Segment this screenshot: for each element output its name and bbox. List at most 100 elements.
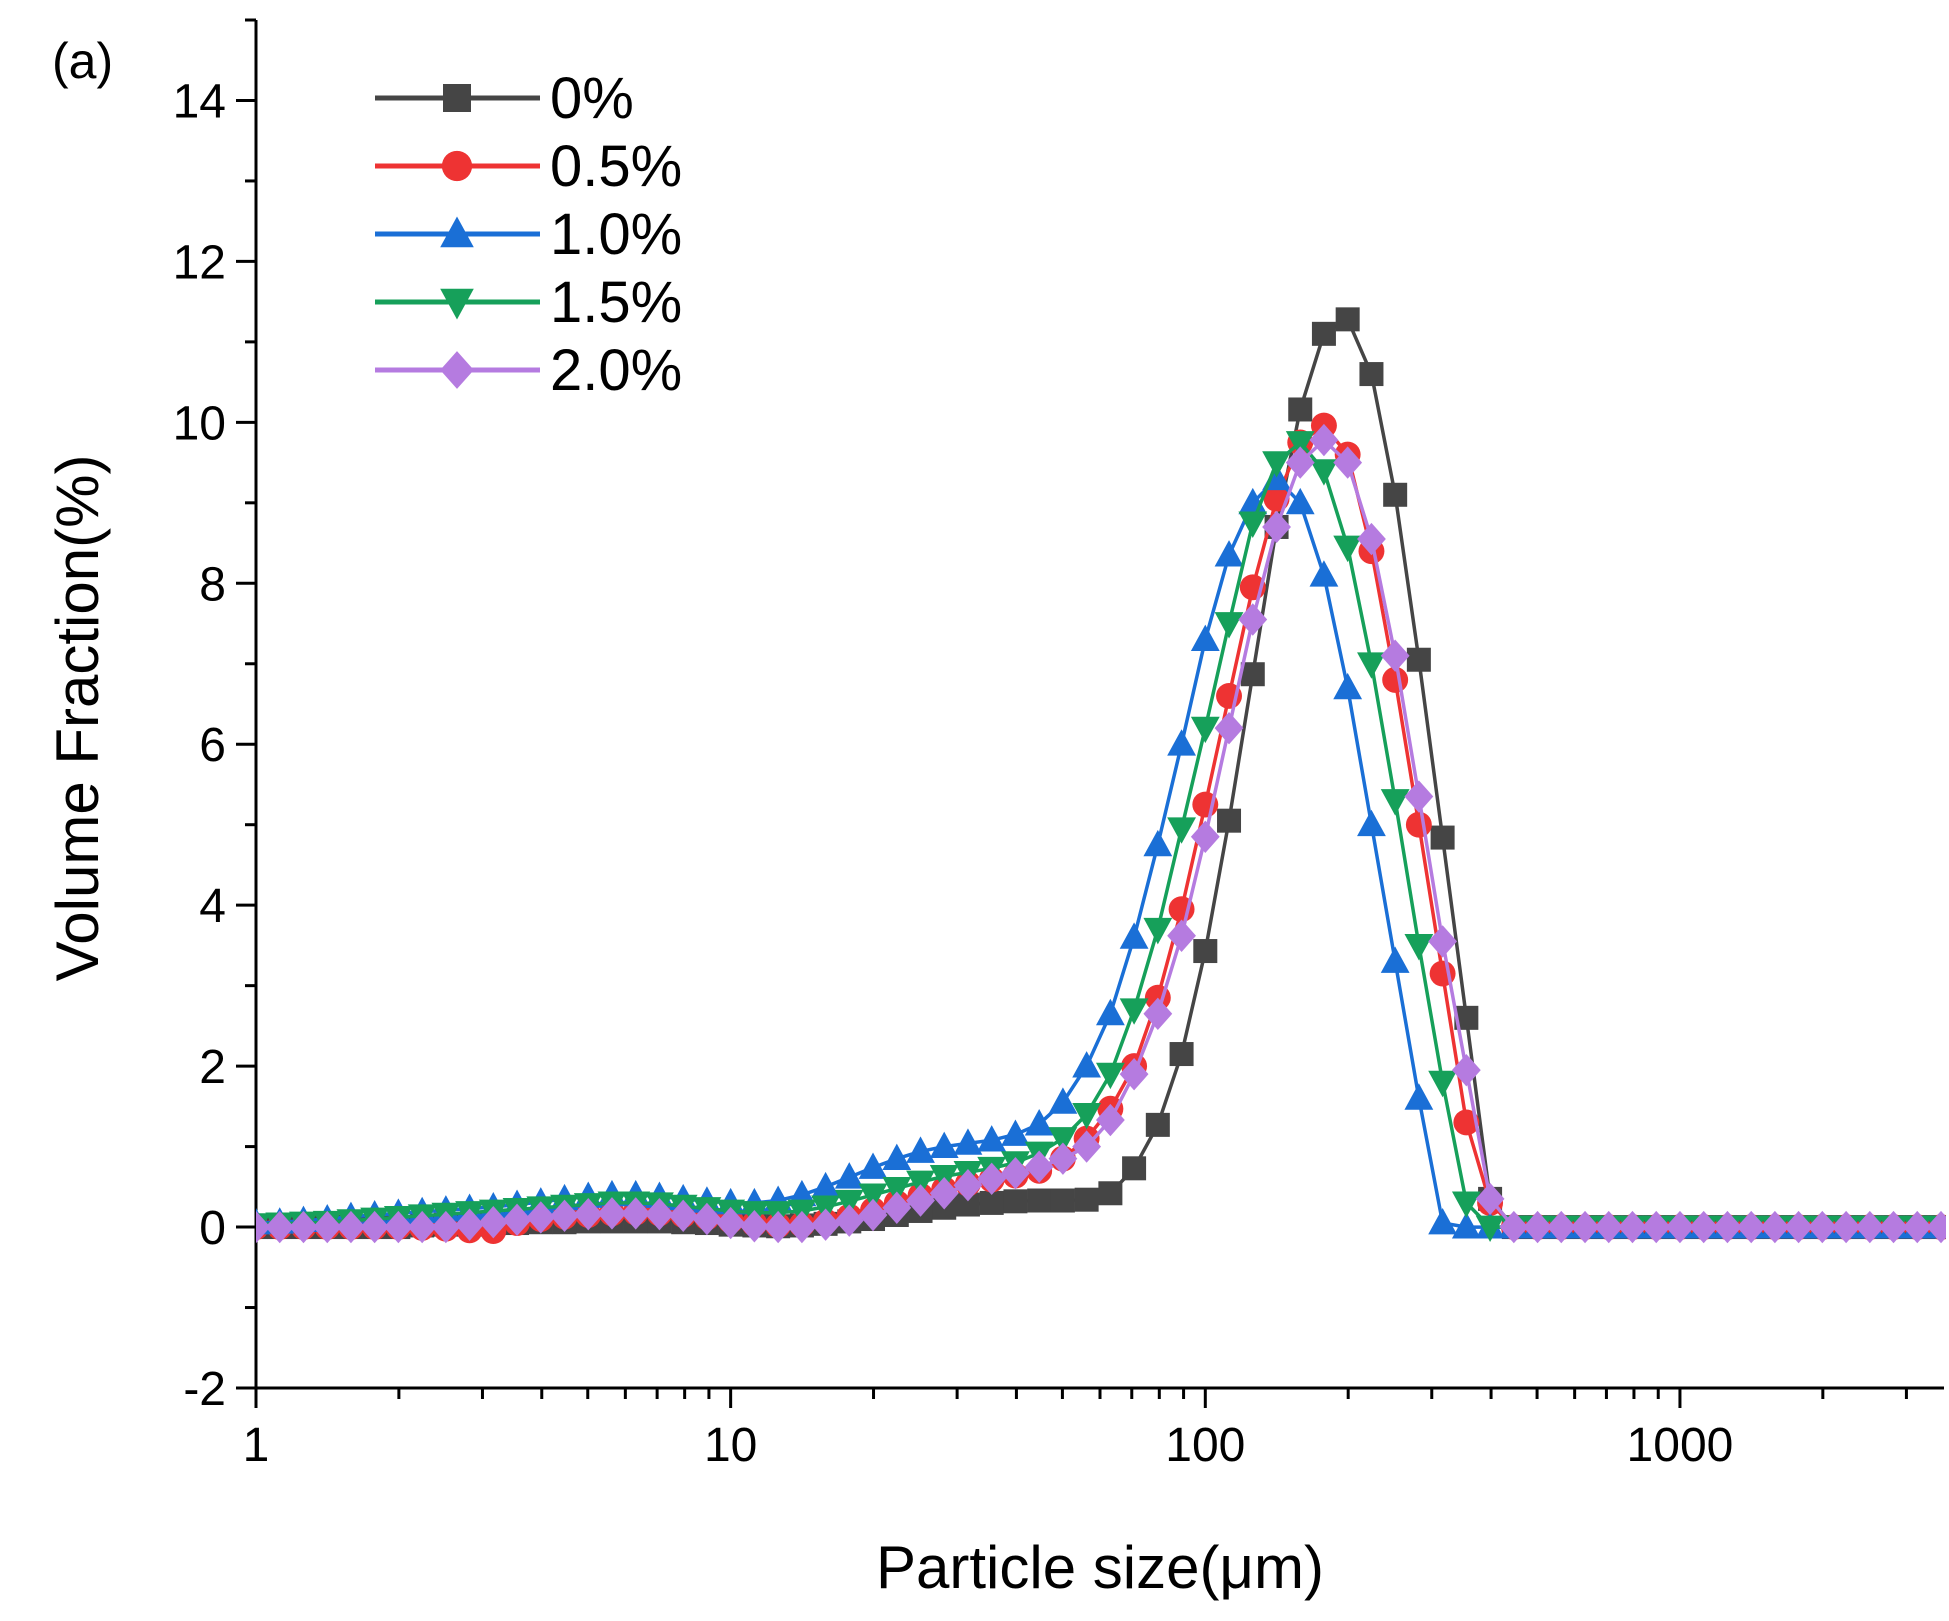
data-point <box>1119 922 1149 949</box>
legend-item: 2.0% <box>375 338 682 403</box>
data-point <box>1167 817 1196 844</box>
data-point <box>1288 397 1313 422</box>
data-point <box>811 1171 840 1199</box>
data-point <box>1238 511 1268 538</box>
data-point <box>1309 560 1339 587</box>
data-point <box>1074 1187 1099 1212</box>
legend-item: 0.5% <box>375 134 682 199</box>
data-point <box>1001 1119 1030 1146</box>
data-point <box>858 1183 888 1210</box>
data-point <box>431 1210 461 1244</box>
data-point <box>953 1128 983 1155</box>
data-point <box>1665 1210 1695 1244</box>
data-point <box>739 1210 769 1243</box>
data-point <box>1167 919 1196 952</box>
data-point <box>1169 1042 1194 1067</box>
data-point <box>1406 647 1431 672</box>
data-point <box>1145 1112 1170 1137</box>
y-tick-label: -2 <box>183 1363 226 1416</box>
data-point <box>1380 639 1410 672</box>
data-point <box>1807 1210 1837 1244</box>
data-point <box>1333 446 1363 479</box>
data-point <box>1570 1210 1600 1244</box>
data-point <box>1143 917 1173 945</box>
data-point <box>716 1206 746 1240</box>
data-point <box>1380 946 1410 973</box>
data-point <box>1048 1142 1078 1175</box>
data-point <box>977 1125 1007 1152</box>
legend-label: 1.5% <box>550 270 682 335</box>
data-point <box>1380 789 1410 816</box>
data-point <box>1214 540 1244 567</box>
data-point <box>1689 1210 1719 1244</box>
data-point <box>1499 1210 1529 1244</box>
data-point <box>977 1162 1007 1195</box>
data-point <box>1119 998 1149 1025</box>
legend-item: 0% <box>375 66 634 131</box>
x-tick-label: 1 <box>243 1419 270 1472</box>
y-tick-label: 12 <box>173 236 226 289</box>
data-point <box>1359 362 1384 387</box>
data-point <box>1240 662 1265 687</box>
series-5 <box>256 423 1946 1244</box>
data-point <box>1309 423 1339 457</box>
x-tick-label: 100 <box>1165 1419 1245 1472</box>
data-point <box>1095 998 1125 1026</box>
data-point <box>692 1202 722 1236</box>
data-point <box>858 1152 888 1179</box>
data-point <box>1357 652 1386 679</box>
data-point <box>1122 1156 1147 1181</box>
data-point <box>1309 459 1339 486</box>
data-point <box>1831 1210 1861 1244</box>
data-point <box>621 1197 651 1230</box>
data-point <box>906 1170 935 1197</box>
data-point <box>360 1210 390 1244</box>
data-point <box>1238 603 1268 636</box>
data-point <box>1333 672 1363 700</box>
data-point <box>1784 1210 1813 1244</box>
data-point <box>811 1208 840 1241</box>
y-tick-label: 14 <box>173 75 226 128</box>
data-point <box>1451 1191 1481 1218</box>
data-point <box>1475 1182 1505 1216</box>
data-point <box>407 1210 437 1244</box>
data-point <box>265 1210 295 1244</box>
data-point <box>1404 780 1434 813</box>
data-point <box>1001 1156 1030 1190</box>
data-point <box>882 1177 912 1204</box>
data-point <box>1879 1210 1908 1244</box>
legend-marker <box>443 84 471 112</box>
legend-marker <box>440 216 474 248</box>
data-point <box>526 1201 556 1234</box>
series-line <box>256 476 1941 1229</box>
series-3 <box>256 463 1946 1239</box>
data-point <box>858 1198 888 1232</box>
data-point <box>1285 431 1315 458</box>
data-point <box>1383 482 1408 507</box>
data-point <box>383 1210 413 1244</box>
data-point <box>1357 809 1386 837</box>
data-point <box>1027 1188 1052 1213</box>
data-point <box>834 1189 864 1217</box>
data-point <box>1119 1057 1149 1091</box>
data-point <box>929 1131 959 1158</box>
data-point <box>906 1184 935 1217</box>
data-point <box>1618 1210 1647 1244</box>
series-2 <box>256 412 1946 1245</box>
legend-label: 2.0% <box>550 338 682 403</box>
data-point <box>1335 307 1360 332</box>
data-point <box>1405 811 1432 838</box>
y-tick-label: 4 <box>199 880 226 933</box>
data-point <box>1285 487 1315 515</box>
y-tick-label: 6 <box>199 719 226 772</box>
data-point <box>1050 1188 1075 1213</box>
data-point <box>1641 1210 1671 1244</box>
data-point <box>1214 612 1244 639</box>
data-point <box>1262 451 1291 478</box>
data-point <box>1428 1208 1458 1235</box>
data-point <box>1926 1210 1946 1244</box>
data-point <box>550 1199 579 1232</box>
data-point <box>668 1199 698 1232</box>
data-point <box>1048 1087 1078 1114</box>
